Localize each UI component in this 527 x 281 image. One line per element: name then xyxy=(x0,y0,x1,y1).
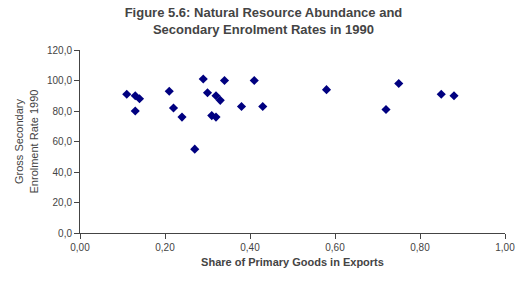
svg-text:0,20: 0,20 xyxy=(155,242,175,253)
svg-text:Share of Primary Goods in Expo: Share of Primary Goods in Exports xyxy=(201,256,384,268)
svg-text:20,0: 20,0 xyxy=(53,197,73,208)
svg-text:60,0: 60,0 xyxy=(53,136,73,147)
svg-text:0,40: 0,40 xyxy=(240,242,260,253)
svg-text:100,0: 100,0 xyxy=(47,75,72,86)
svg-text:0,0: 0,0 xyxy=(58,228,72,239)
svg-text:Figure 5.6: Natural Resource A: Figure 5.6: Natural Resource Abundance a… xyxy=(125,5,403,37)
svg-text:0,80: 0,80 xyxy=(410,242,430,253)
svg-text:80,0: 80,0 xyxy=(53,106,73,117)
svg-text:40,0: 40,0 xyxy=(53,167,73,178)
svg-text:Gross SecondaryEnrolment Rate: Gross SecondaryEnrolment Rate 1990 xyxy=(13,90,39,194)
svg-text:0,00: 0,00 xyxy=(70,242,90,253)
svg-text:1,00: 1,00 xyxy=(495,242,515,253)
svg-text:0,60: 0,60 xyxy=(325,242,345,253)
svg-text:120,0: 120,0 xyxy=(47,45,72,56)
